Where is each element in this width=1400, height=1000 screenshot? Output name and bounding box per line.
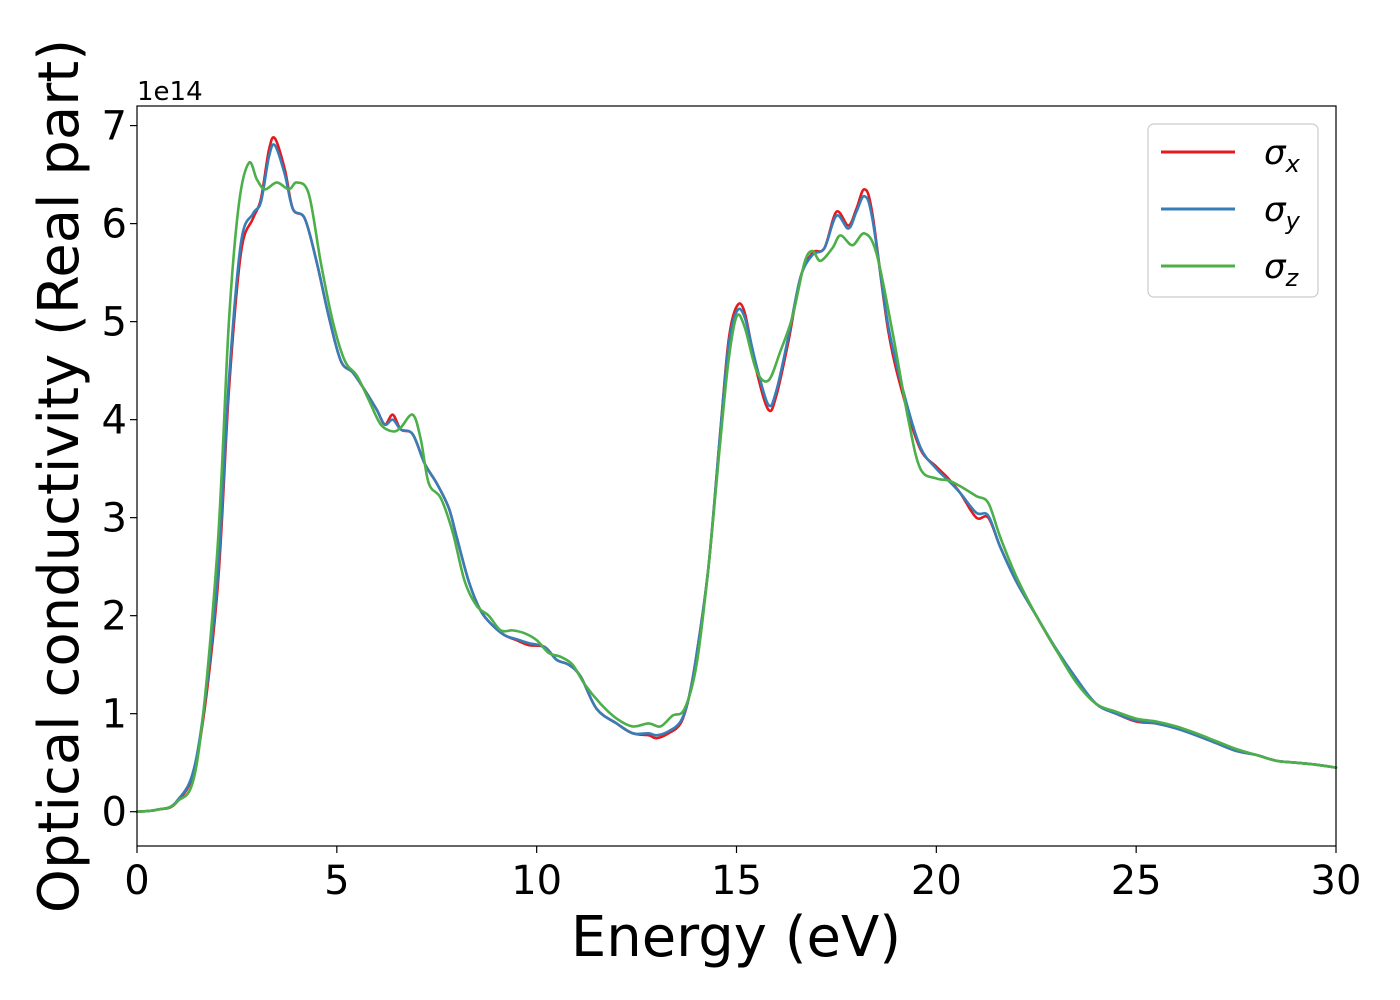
y-tick-label: 6 xyxy=(102,202,127,248)
series-layer xyxy=(135,136,1338,813)
y-tick-label: 0 xyxy=(102,790,127,836)
x-tick-label: 20 xyxy=(911,858,962,904)
y-tick-label: 5 xyxy=(102,300,127,346)
x-tick-label: 30 xyxy=(1311,858,1362,904)
y-tick-label: 1 xyxy=(102,692,127,738)
x-tick-label: 0 xyxy=(124,858,149,904)
y-tick-label: 7 xyxy=(102,104,127,150)
series-line-z xyxy=(135,160,1338,813)
y-axis: 0 1 2 3 4 5 6 7 xyxy=(102,104,137,836)
y-tick-label: 4 xyxy=(102,398,127,444)
x-axis-title: Energy (eV) xyxy=(571,905,901,970)
legend-label-z: σz xyxy=(1264,247,1300,292)
y-offset-label: 1e14 xyxy=(137,77,203,107)
legend-label-y: σy xyxy=(1264,190,1301,235)
legend: σx σy σz xyxy=(1147,123,1319,298)
x-tick-label: 10 xyxy=(511,858,562,904)
x-axis: 0 5 10 15 20 25 30 xyxy=(124,846,1361,904)
x-tick-label: 25 xyxy=(1111,858,1162,904)
x-tick-label: 15 xyxy=(711,858,762,904)
legend-label-x: σx xyxy=(1264,133,1301,178)
y-axis-title: Optical conductivity (Real part) xyxy=(27,39,92,913)
x-tick-label: 5 xyxy=(324,858,349,904)
y-tick-label: 3 xyxy=(102,496,127,542)
y-tick-label: 2 xyxy=(102,594,127,640)
